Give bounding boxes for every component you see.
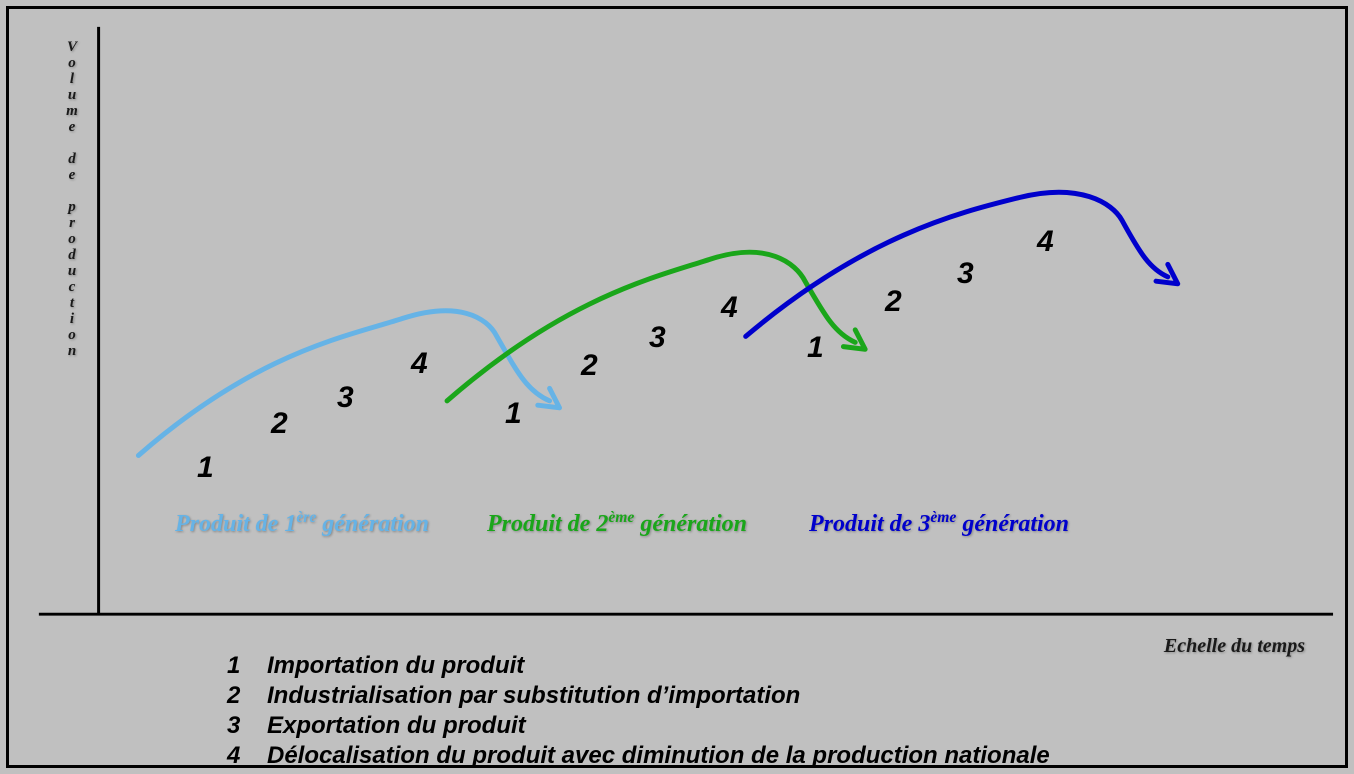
legend-num: 2 bbox=[227, 681, 267, 711]
gen-label-ordnum: 3 bbox=[918, 511, 930, 537]
legend-text: Exportation du produit bbox=[267, 712, 526, 739]
legend-num: 1 bbox=[227, 651, 267, 681]
phase-number: 1 bbox=[505, 397, 522, 431]
gen-label-ordnum: 1 bbox=[284, 511, 296, 537]
legend-row: 2Industrialisation par substitution d’im… bbox=[227, 681, 1050, 711]
legend-row: 1Importation du produit bbox=[227, 651, 1050, 681]
legend: 1Importation du produit2Industrialisatio… bbox=[227, 651, 1050, 771]
legend-text: Délocalisation du produit avec diminutio… bbox=[267, 742, 1050, 769]
legend-text: Industrialisation par substitution d’imp… bbox=[267, 682, 800, 709]
diagram-frame: Volume de production Echelle du temps Pr… bbox=[6, 6, 1348, 768]
gen-label-suffix: génération bbox=[956, 511, 1069, 537]
phase-number: 3 bbox=[957, 257, 974, 291]
legend-num: 4 bbox=[227, 741, 267, 771]
gen-label-suffix: génération bbox=[634, 511, 747, 537]
gen-label-ordnum: 2 bbox=[596, 511, 608, 537]
generation-label-gen1: Produit de 1ère génération bbox=[175, 509, 429, 538]
phase-number: 2 bbox=[581, 349, 598, 383]
gen-label-prefix: Produit de bbox=[175, 511, 284, 537]
legend-row: 4Délocalisation du produit avec diminuti… bbox=[227, 741, 1050, 771]
gen-label-ordsup: ère bbox=[296, 509, 316, 526]
legend-num: 3 bbox=[227, 711, 267, 741]
phase-number: 1 bbox=[197, 451, 214, 485]
generation-label-gen2: Produit de 2ème génération bbox=[487, 509, 747, 538]
gen-label-prefix: Produit de bbox=[487, 511, 596, 537]
legend-row: 3Exportation du produit bbox=[227, 711, 1050, 741]
phase-number: 4 bbox=[721, 291, 738, 325]
phase-number: 2 bbox=[271, 407, 288, 441]
phase-number: 3 bbox=[649, 321, 666, 355]
phase-number: 4 bbox=[1037, 225, 1054, 259]
y-axis-label: Volume de production bbox=[65, 39, 79, 359]
phase-number: 4 bbox=[411, 347, 428, 381]
phase-number: 2 bbox=[885, 285, 902, 319]
phase-number: 3 bbox=[337, 381, 354, 415]
gen-label-ordsup: ème bbox=[930, 509, 956, 526]
x-axis-label: Echelle du temps bbox=[1164, 635, 1305, 658]
gen-label-ordsup: ème bbox=[608, 509, 634, 526]
generation-label-gen3: Produit de 3ème génération bbox=[809, 509, 1069, 538]
legend-text: Importation du produit bbox=[267, 652, 524, 679]
phase-number: 1 bbox=[807, 331, 824, 365]
gen-label-prefix: Produit de bbox=[809, 511, 918, 537]
gen-label-suffix: génération bbox=[316, 511, 429, 537]
